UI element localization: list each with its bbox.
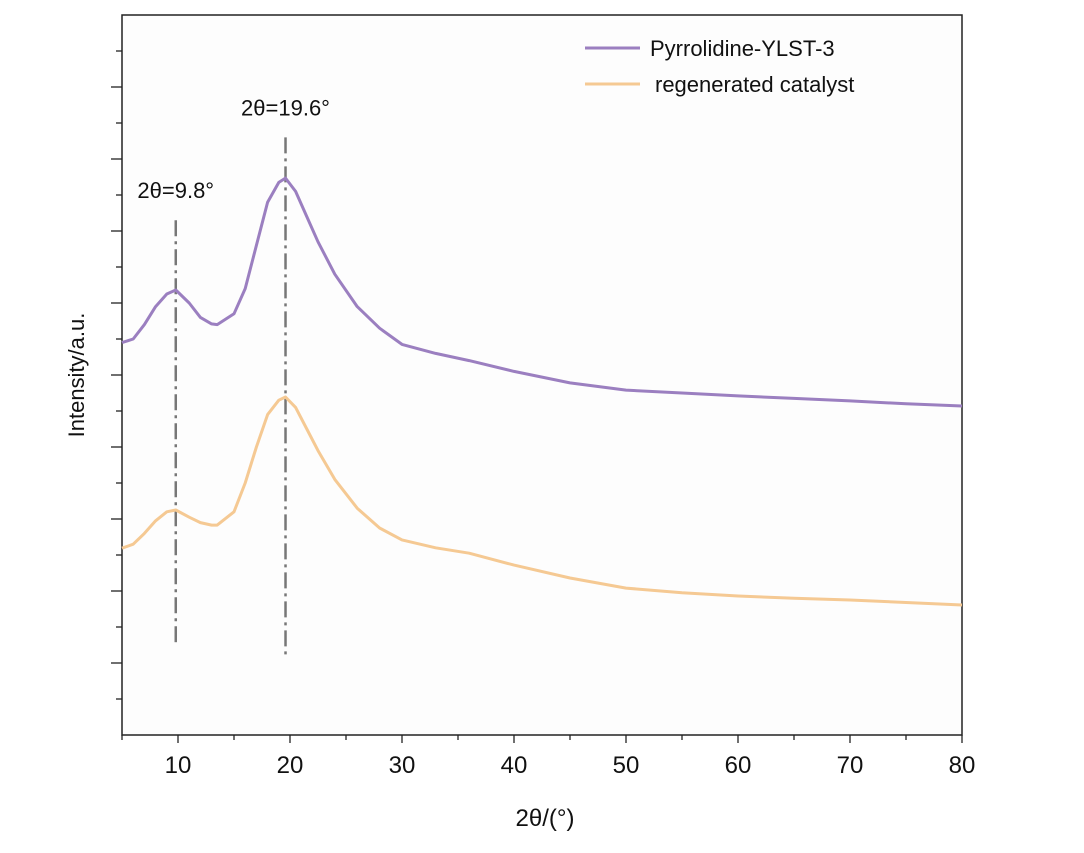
y-ticks — [111, 50, 122, 700]
x-tick-label: 60 — [725, 752, 752, 779]
peak-annotation: 2θ=19.6° — [241, 95, 330, 120]
legend-label: Pyrrolidine-YLST-3 — [650, 36, 835, 61]
legend-label: regenerated catalyst — [655, 72, 854, 97]
x-tick-label: 10 — [165, 752, 192, 779]
x-tick-label: 20 — [277, 752, 304, 779]
series-line — [121, 176, 963, 408]
x-tick-label: 40 — [501, 752, 528, 779]
peak-annotation: 2θ=9.8° — [137, 178, 214, 203]
x-ticks: 10 20 30 40 50 60 70 80 — [121, 735, 976, 779]
legend: Pyrrolidine-YLST-3 regenerated catalyst — [585, 36, 854, 97]
x-tick-label: 50 — [613, 752, 640, 779]
x-tick-label: 30 — [389, 752, 416, 779]
plot-area — [121, 14, 963, 736]
x-tick-label: 80 — [949, 752, 976, 779]
series-group — [121, 176, 963, 607]
series-line — [121, 395, 963, 607]
y-axis-label: Intensity/a.u. — [64, 313, 89, 438]
x-axis-label: 2θ/(°) — [516, 805, 575, 832]
x-tick-label: 70 — [837, 752, 864, 779]
